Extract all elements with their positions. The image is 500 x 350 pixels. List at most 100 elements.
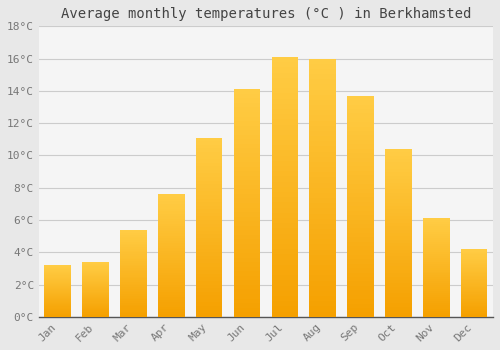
Bar — [158, 270, 184, 273]
Bar — [310, 69, 336, 74]
Bar — [196, 163, 222, 166]
Bar — [272, 176, 298, 182]
Bar — [423, 226, 450, 228]
Bar — [310, 214, 336, 219]
Bar — [423, 264, 450, 266]
Bar — [82, 308, 109, 309]
Bar — [385, 314, 411, 317]
Bar — [461, 295, 487, 296]
Bar — [44, 304, 71, 306]
Bar — [82, 306, 109, 307]
Bar — [461, 294, 487, 295]
Bar — [385, 169, 411, 173]
Bar — [385, 266, 411, 270]
Bar — [120, 242, 146, 244]
Bar — [385, 310, 411, 314]
Bar — [158, 285, 184, 287]
Bar — [385, 280, 411, 283]
Bar — [196, 138, 222, 141]
Bar — [461, 249, 487, 250]
Bar — [44, 316, 71, 317]
Bar — [234, 126, 260, 130]
Bar — [158, 197, 184, 199]
Bar — [272, 286, 298, 291]
Bar — [120, 266, 146, 268]
Bar — [196, 234, 222, 238]
Bar — [234, 308, 260, 312]
Bar — [385, 263, 411, 266]
Bar — [120, 235, 146, 237]
Bar — [423, 262, 450, 264]
Bar — [196, 224, 222, 227]
Bar — [82, 316, 109, 317]
Bar — [461, 315, 487, 317]
Bar — [120, 265, 146, 266]
Bar — [120, 282, 146, 284]
Bar — [44, 298, 71, 299]
Bar — [348, 122, 374, 127]
Bar — [44, 293, 71, 294]
Bar — [158, 253, 184, 255]
Bar — [120, 231, 146, 233]
Bar — [82, 268, 109, 270]
Bar — [196, 238, 222, 242]
Bar — [423, 252, 450, 254]
Bar — [272, 296, 298, 301]
Bar — [196, 295, 222, 299]
Bar — [44, 313, 71, 314]
Bar — [310, 167, 336, 172]
Bar — [82, 287, 109, 288]
Bar — [82, 288, 109, 289]
Bar — [272, 187, 298, 192]
Bar — [44, 276, 71, 278]
Bar — [272, 161, 298, 166]
Bar — [82, 283, 109, 284]
Bar — [234, 226, 260, 230]
Bar — [82, 310, 109, 311]
Bar — [234, 217, 260, 221]
Bar — [158, 246, 184, 248]
Bar — [196, 145, 222, 148]
Bar — [158, 282, 184, 285]
Bar — [272, 306, 298, 312]
Bar — [82, 281, 109, 282]
Bar — [348, 127, 374, 131]
Bar — [348, 206, 374, 211]
Bar — [461, 279, 487, 280]
Bar — [385, 162, 411, 166]
Bar — [196, 278, 222, 281]
Bar — [461, 257, 487, 259]
Bar — [385, 193, 411, 196]
Bar — [158, 241, 184, 243]
Bar — [234, 180, 260, 185]
Bar — [44, 291, 71, 292]
Bar — [423, 230, 450, 232]
Bar — [234, 185, 260, 189]
Bar — [44, 315, 71, 316]
Bar — [44, 274, 71, 275]
Bar — [272, 312, 298, 317]
Bar — [272, 254, 298, 260]
Bar — [158, 219, 184, 221]
Bar — [310, 131, 336, 136]
Bar — [196, 306, 222, 310]
Bar — [120, 290, 146, 292]
Bar — [82, 277, 109, 278]
Bar — [348, 167, 374, 171]
Bar — [234, 280, 260, 285]
Bar — [196, 170, 222, 174]
Bar — [234, 258, 260, 262]
Bar — [423, 242, 450, 244]
Bar — [310, 270, 336, 275]
Bar — [272, 249, 298, 254]
Bar — [120, 258, 146, 259]
Bar — [385, 300, 411, 303]
Bar — [272, 171, 298, 176]
Bar — [234, 176, 260, 180]
Bar — [310, 58, 336, 64]
Bar — [461, 262, 487, 264]
Bar — [310, 286, 336, 291]
Bar — [385, 196, 411, 199]
Bar — [348, 268, 374, 273]
Bar — [385, 293, 411, 297]
